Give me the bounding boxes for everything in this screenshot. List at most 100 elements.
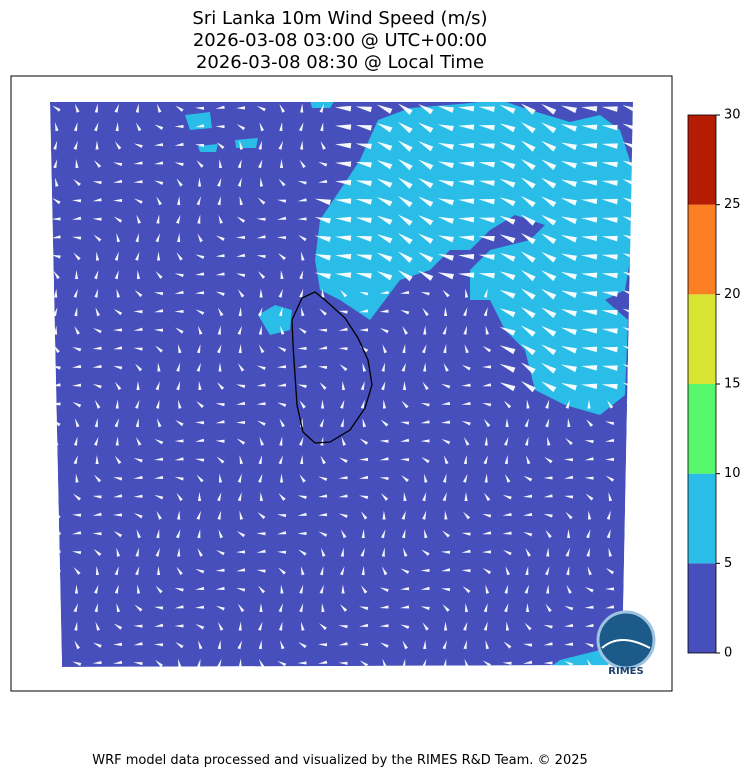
wind-arrow — [196, 510, 202, 520]
wind-arrow — [279, 473, 284, 483]
wind-arrow — [236, 384, 246, 389]
wind-arrow — [379, 309, 389, 313]
wind-arrow — [258, 159, 263, 169]
wind-arrow — [418, 270, 434, 281]
wind-arrow — [113, 346, 123, 350]
wind-arrow — [360, 547, 366, 557]
wind-arrow — [464, 603, 469, 613]
wind-arrow — [299, 400, 306, 409]
wind-arrow — [174, 309, 184, 313]
wind-arrow — [256, 217, 266, 221]
wind-arrow — [437, 142, 454, 150]
wind-arrow — [219, 159, 223, 169]
wind-arrow — [422, 622, 429, 631]
wind-arrow — [157, 103, 162, 113]
wind-arrow — [258, 455, 262, 465]
wind-arrow — [418, 196, 434, 207]
wind-arrow — [458, 161, 475, 168]
sri-lanka-coastline — [291, 291, 373, 444]
wind-arrow — [156, 418, 162, 428]
wind-arrow — [581, 124, 598, 131]
wind-arrow — [524, 622, 532, 631]
wind-arrow — [397, 195, 413, 208]
wind-arrow — [54, 640, 58, 650]
wind-arrow — [499, 197, 516, 207]
wind-arrow — [483, 418, 491, 428]
wind-arrow — [463, 511, 471, 520]
wind-arrow — [606, 529, 611, 539]
wind-arrow — [422, 492, 427, 502]
wind-arrow — [379, 605, 389, 609]
wind-arrow — [239, 196, 244, 206]
wind-arrow — [299, 584, 304, 594]
wind-arrow — [541, 214, 557, 226]
wind-arrow — [278, 253, 286, 261]
wind-arrow — [520, 251, 536, 263]
wind-arrows — [51, 103, 633, 667]
wind-arrow — [72, 346, 82, 352]
wind-arrow — [195, 106, 205, 110]
wind-arrow — [483, 307, 488, 317]
wind-arrow — [320, 547, 326, 557]
wind-arrow — [75, 270, 79, 280]
wind-arrow — [198, 381, 202, 391]
wind-arrow — [523, 494, 533, 498]
wind-arrow — [175, 641, 184, 649]
wind-arrow — [259, 177, 264, 187]
wind-arrow — [601, 328, 618, 334]
wind-arrow — [625, 457, 633, 463]
wind-arrow — [442, 325, 447, 335]
wind-arrow — [198, 177, 202, 187]
wind-arrow — [504, 436, 509, 446]
wind-arrow — [236, 124, 246, 131]
wind-arrow — [95, 455, 99, 465]
wind-arrow — [113, 513, 123, 517]
wind-arrow — [73, 252, 81, 261]
wind-arrow — [359, 457, 369, 462]
wind-arrow — [52, 621, 58, 631]
wind-arrow — [478, 217, 495, 224]
wind-arrow — [461, 549, 471, 553]
wind-arrow — [382, 344, 388, 354]
wind-arrow — [359, 660, 369, 667]
wind-arrow — [278, 603, 283, 613]
wind-arrow — [75, 473, 79, 483]
wind-arrow — [154, 180, 164, 185]
low-wind-area — [50, 102, 633, 667]
wind-arrow — [156, 214, 160, 224]
wind-arrow — [437, 161, 454, 169]
wind-arrow — [463, 437, 470, 446]
wind-arrow — [176, 252, 183, 261]
wind-arrow — [340, 399, 345, 409]
wind-arrow — [418, 140, 434, 152]
wind-arrow — [135, 233, 139, 243]
wind-arrow — [72, 551, 82, 555]
wind-arrow — [217, 658, 222, 667]
wind-arrow — [318, 660, 328, 664]
colorbar-segment — [688, 294, 716, 384]
wind-arrow — [113, 198, 123, 202]
wind-arrow — [359, 438, 369, 445]
wind-arrow — [156, 251, 161, 261]
wind-arrow — [318, 346, 328, 350]
wind-arrow — [381, 381, 386, 391]
wind-arrow — [335, 216, 352, 223]
wind-arrow — [72, 401, 82, 408]
wind-arrow — [335, 179, 352, 186]
wind-arrow — [543, 624, 553, 629]
wind-arrow — [174, 124, 184, 129]
wind-arrow — [340, 418, 345, 428]
wind-arrow — [361, 529, 365, 539]
wind-arrow — [499, 308, 516, 318]
wind-arrow — [298, 235, 307, 242]
wind-arrow — [379, 477, 389, 481]
wind-arrow — [421, 457, 430, 464]
wind-arrow — [258, 140, 262, 150]
wind-arrow — [318, 328, 328, 332]
wind-arrow — [355, 199, 372, 205]
wind-arrow — [359, 495, 369, 500]
wind-arrow — [300, 621, 305, 631]
wind-arrow — [458, 253, 475, 260]
wind-arrow — [402, 344, 406, 354]
